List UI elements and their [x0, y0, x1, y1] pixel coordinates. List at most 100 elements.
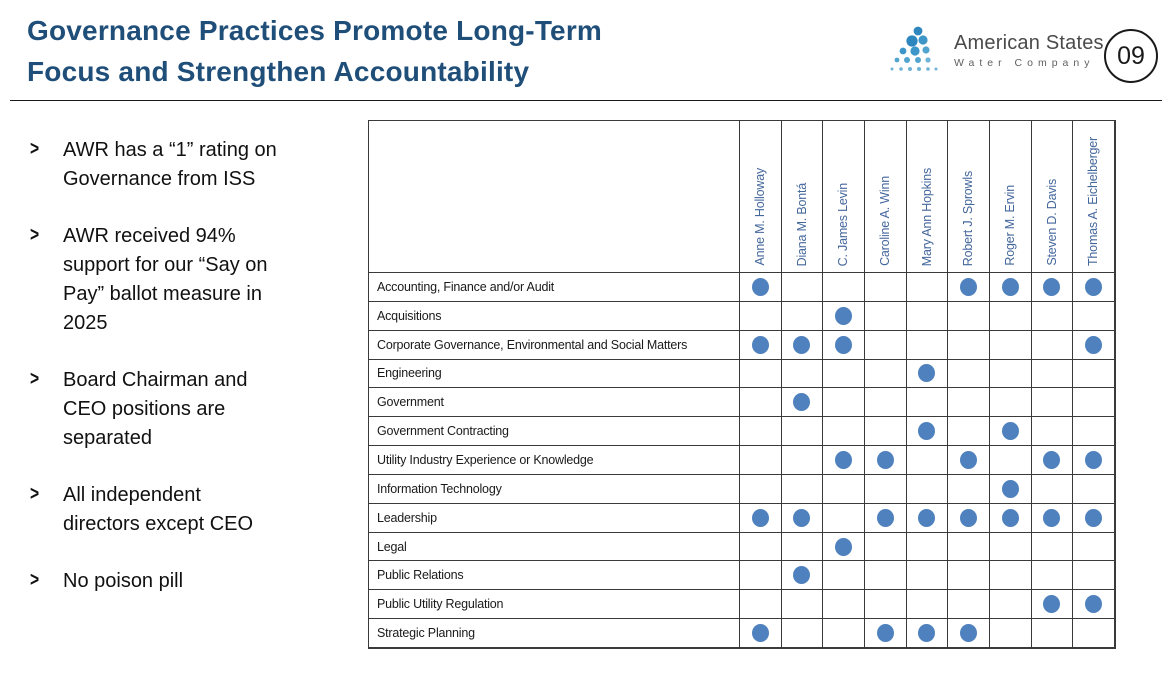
matrix-cell — [823, 417, 865, 447]
matrix-cell — [865, 503, 907, 533]
matrix-cell — [948, 388, 990, 418]
matrix-cell — [1031, 330, 1074, 360]
skill-row-label: Information Technology — [369, 474, 740, 504]
director-name: Diana M. Bontá — [794, 182, 809, 266]
matrix-cell — [1073, 417, 1115, 447]
matrix-cell — [781, 273, 824, 302]
matrix-cell — [1073, 532, 1115, 562]
chevron-right-icon: > — [30, 138, 40, 160]
matrix-cell — [948, 359, 990, 389]
matrix-cell — [823, 446, 865, 475]
skill-dot — [1085, 595, 1103, 614]
matrix-cell — [1073, 619, 1115, 648]
matrix-cell — [823, 619, 865, 648]
skill-dot — [960, 624, 978, 643]
matrix-cell — [865, 532, 907, 562]
matrix-cell — [948, 532, 990, 562]
matrix-cell — [1031, 503, 1074, 533]
matrix-cell — [1031, 561, 1074, 591]
matrix-cell — [740, 446, 782, 475]
skill-row-label: Acquisitions — [369, 301, 740, 331]
matrix-cell — [1031, 388, 1074, 418]
bullet-list: > AWR has a “1” rating on Governance from… — [30, 136, 340, 596]
column-header-director: C. James Levin — [823, 121, 865, 273]
matrix-cell — [948, 446, 990, 475]
matrix-cell — [740, 590, 782, 620]
matrix-cell — [740, 301, 782, 331]
matrix-cell — [740, 330, 782, 360]
matrix-cell — [906, 474, 949, 504]
matrix-cell — [781, 590, 824, 620]
matrix-cell — [990, 273, 1032, 302]
slide-number: 09 — [1117, 41, 1145, 70]
matrix-cell — [906, 561, 949, 591]
water-drops-triangle-icon — [890, 26, 938, 71]
matrix-cell — [1031, 273, 1074, 302]
matrix-cell — [781, 388, 824, 418]
skill-dot — [751, 335, 769, 354]
matrix-cell — [1031, 590, 1074, 620]
page-title-line2: Focus and Strengthen Accountability — [27, 56, 530, 87]
matrix-cell — [1073, 446, 1115, 475]
chevron-right-icon: > — [30, 224, 40, 246]
bullet-text: AWR received 94% support for our “Say on… — [63, 225, 268, 334]
matrix-cell — [906, 417, 949, 447]
bullet-text: AWR has a “1” rating on Governance from … — [63, 139, 277, 190]
matrix-cell — [906, 273, 949, 302]
skill-dot — [918, 364, 936, 383]
matrix-cell — [990, 532, 1032, 562]
matrix-cell — [990, 561, 1032, 591]
matrix-corner-cell — [369, 121, 740, 273]
skill-dot — [1043, 595, 1061, 614]
skill-dot — [1085, 450, 1103, 469]
director-skills-matrix-table: Anne M. Holloway Diana M. Bontá C. James L… — [368, 120, 1116, 649]
matrix-cell — [948, 417, 990, 447]
matrix-cell — [823, 301, 865, 331]
matrix-cell — [1031, 446, 1074, 475]
matrix-cell — [740, 503, 782, 533]
skill-dot — [751, 508, 769, 527]
matrix-cell — [823, 503, 865, 533]
matrix-cell — [990, 301, 1032, 331]
director-name: Mary Ann Hopkins — [919, 167, 934, 266]
skill-dot — [835, 306, 853, 325]
chevron-right-icon: > — [30, 483, 40, 505]
matrix-cell — [1073, 590, 1115, 620]
chevron-right-icon: > — [30, 368, 40, 390]
matrix-cell — [906, 503, 949, 533]
matrix-cell — [1031, 301, 1074, 331]
matrix-cell — [990, 417, 1032, 447]
director-name: Caroline A. Winn — [878, 176, 893, 266]
matrix-cell — [865, 330, 907, 360]
matrix-cell — [906, 330, 949, 360]
matrix-cell — [740, 474, 782, 504]
skill-row-label: Government — [369, 388, 740, 418]
skill-row-label: Public Relations — [369, 561, 740, 591]
matrix-cell — [906, 590, 949, 620]
column-header-director: Mary Ann Hopkins — [906, 121, 949, 273]
chevron-right-icon: > — [30, 569, 40, 591]
company-logo-text: American States Water Company — [954, 32, 1104, 69]
slide-number-badge: 09 — [1104, 29, 1158, 83]
matrix-cell — [990, 503, 1032, 533]
list-item: > AWR has a “1” rating on Governance from… — [30, 136, 340, 194]
skill-row-label: Leadership — [369, 503, 740, 533]
skill-row-label: Accounting, Finance and/or Audit — [369, 273, 740, 302]
column-header-director: Diana M. Bontá — [781, 121, 824, 273]
matrix-cell — [1073, 359, 1115, 389]
matrix-cell — [990, 388, 1032, 418]
matrix-cell — [740, 273, 782, 302]
matrix-cell — [906, 532, 949, 562]
list-item: > AWR received 94% support for our “Say o… — [30, 222, 340, 338]
matrix-cell — [1031, 474, 1074, 504]
director-name: Steven D. Davis — [1044, 179, 1059, 266]
page-title: Governance Practices Promote Long-Term F… — [27, 10, 602, 92]
matrix-cell — [781, 446, 824, 475]
director-name: Anne M. Holloway — [753, 168, 768, 266]
matrix-cell — [990, 446, 1032, 475]
matrix-cell — [948, 590, 990, 620]
matrix-cell — [865, 561, 907, 591]
matrix-cell — [990, 330, 1032, 360]
skill-row-label: Engineering — [369, 359, 740, 389]
